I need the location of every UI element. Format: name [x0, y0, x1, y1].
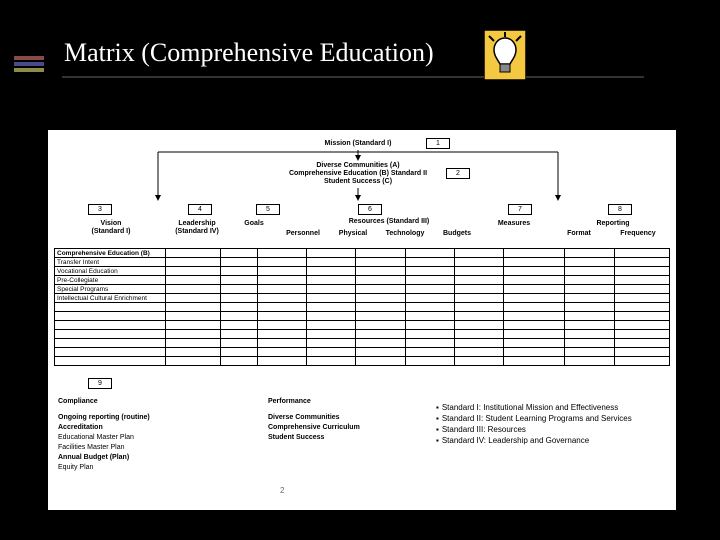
matrix-grid: Comprehensive Education (B)Transfer Inte…	[54, 248, 670, 366]
page-title: Matrix (Comprehensive Education)	[64, 38, 434, 68]
table-row	[55, 339, 670, 348]
lower-c1-4: Annual Budget (Plan)	[58, 454, 129, 461]
lower-c2-1: Comprehensive Curriculum	[268, 424, 360, 431]
title-underline	[62, 76, 644, 78]
lower-c2-0: Diverse Communities	[268, 414, 340, 421]
table-row	[55, 330, 670, 339]
lower-num: 9	[88, 378, 112, 389]
slide: Matrix (Comprehensive Education) Mission…	[0, 0, 720, 540]
col-num-6: 6	[358, 204, 382, 215]
colhead-personnel: Personnel	[280, 230, 326, 237]
table-row	[55, 321, 670, 330]
col-num-4: 4	[188, 204, 212, 215]
table-row: Vocational Education	[55, 267, 670, 276]
hierarchy-l1-label: Mission (Standard I)	[298, 140, 418, 147]
colhead-vision: Vision(Standard I)	[66, 220, 156, 236]
colhead-technology: Technology	[380, 230, 430, 237]
lower-c2-2: Student Success	[268, 434, 324, 441]
colhead-measures: Measures	[486, 220, 542, 227]
lower-c1-1: Accreditation	[58, 424, 103, 431]
colhead-frequency: Frequency	[610, 230, 666, 237]
col-num-8: 8	[608, 204, 632, 215]
table-row: Pre-Collegiate	[55, 276, 670, 285]
hierarchy-l2-num: 2	[446, 168, 470, 179]
col-num-3: 3	[88, 204, 112, 215]
lower-col2-head: Performance	[268, 398, 311, 405]
hierarchy-l1-num: 1	[426, 138, 450, 149]
lower-col1-head: Compliance	[58, 398, 98, 405]
hierarchy-l2-label: Diverse Communities (A) Comprehensive Ed…	[274, 162, 442, 186]
colhead-format: Format	[554, 230, 604, 237]
table-row	[55, 312, 670, 321]
colhead-budgets: Budgets	[434, 230, 480, 237]
lightbulb-icon	[484, 30, 526, 88]
table-row: Comprehensive Education (B)	[55, 249, 670, 258]
table-row	[55, 357, 670, 366]
colhead-leadership: Leadership(Standard IV)	[166, 220, 228, 236]
table-row	[55, 303, 670, 312]
col-num-7: 7	[508, 204, 532, 215]
lower-c1-0: Ongoing reporting (routine)	[58, 414, 150, 421]
page-number: 2	[280, 486, 284, 495]
colhead-reporting: Reporting	[568, 220, 658, 227]
accent-bars	[14, 56, 44, 72]
table-row: Intellectual Cultural Enrichment	[55, 294, 670, 303]
lower-c1-3: Facilities Master Plan	[58, 444, 125, 451]
colhead-goals: Goals	[234, 220, 274, 227]
colhead-physical: Physical	[330, 230, 376, 237]
table-row: Special Programs	[55, 285, 670, 294]
lower-c1-5: Equity Plan	[58, 464, 93, 471]
table-row: Transfer Intent	[55, 258, 670, 267]
standards-legend: Standard I: Institutional Mission and Ef…	[436, 402, 632, 446]
lower-c1-2: Educational Master Plan	[58, 434, 134, 441]
col-num-5: 5	[256, 204, 280, 215]
content-area: Mission (Standard I) 1 Diverse Communiti…	[48, 130, 676, 510]
table-row	[55, 348, 670, 357]
colhead-resources: Resources (Standard III)	[294, 218, 484, 225]
